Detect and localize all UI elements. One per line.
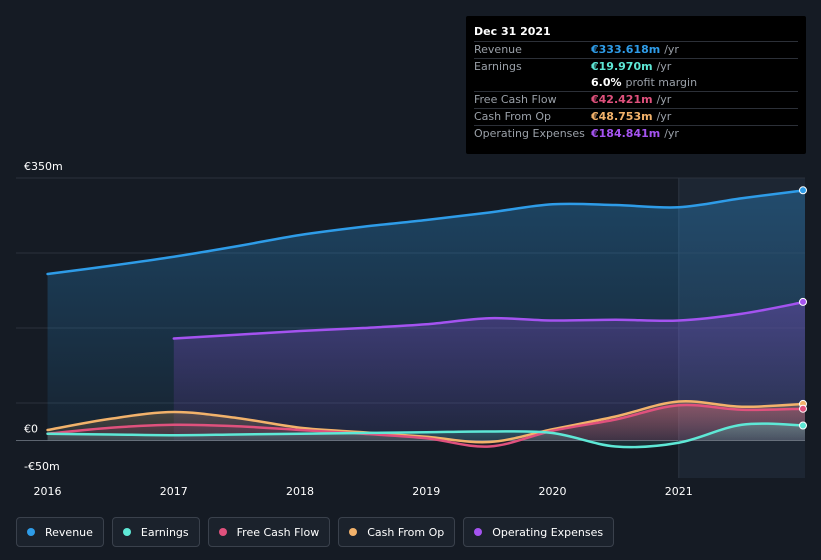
legend-label: Cash From Op <box>367 525 445 539</box>
area-operating-expenses <box>173 301 806 441</box>
y-tick-label-bottom: -€50m <box>24 460 60 473</box>
x-tick-label: 2017 <box>160 485 188 498</box>
legend-item-revenue[interactable]: Revenue <box>16 517 104 547</box>
legend-item-operating-expenses[interactable]: Operating Expenses <box>463 517 615 547</box>
tooltip-row-revenue: Revenue €333.618m /yr <box>474 41 798 58</box>
tooltip-unit: /yr <box>656 60 672 73</box>
legend-item-earnings[interactable]: Earnings <box>111 517 200 547</box>
x-tick-label: 2018 <box>286 485 314 498</box>
line-cash-from-op <box>46 399 807 444</box>
tooltip-row-free-cash-flow: Free Cash Flow €42.421m /yr <box>474 91 798 108</box>
legend-dot <box>218 528 227 536</box>
line-free-cash-flow <box>46 403 807 448</box>
tooltip-unit: /yr <box>664 127 679 140</box>
tooltip-unit: /yr <box>664 43 679 56</box>
tooltip-value: €19.970m <box>591 60 653 73</box>
line-operating-expenses <box>172 300 807 340</box>
x-tick-label: 2021 <box>665 485 693 498</box>
chart: €350m €0 -€50m 2016 2017 2018 2019 2020 … <box>16 160 807 498</box>
x-tick-label: 2019 <box>412 485 440 498</box>
legend-item-free-cash-flow[interactable]: Free Cash Flow <box>207 517 331 547</box>
tooltip-value: €333.618m <box>591 43 661 56</box>
endpoint-operating-expenses <box>799 297 807 306</box>
legend-dot <box>474 528 483 536</box>
tooltip-label: Earnings <box>474 60 522 73</box>
legend-dot <box>349 528 358 536</box>
tooltip-label: Operating Expenses <box>474 127 585 140</box>
series-lines <box>46 189 807 449</box>
legend: Revenue Earnings Free Cash Flow Cash Fro… <box>16 517 615 549</box>
x-tick-label: 2020 <box>539 485 567 498</box>
endpoint-free-cash-flow <box>799 404 807 413</box>
tooltip-value: 6.0% <box>591 76 622 89</box>
tooltip-row-operating-expenses: Operating Expenses €184.841m /yr <box>474 125 798 142</box>
legend-dot <box>27 528 35 536</box>
line-revenue <box>46 189 807 276</box>
tooltip-label <box>474 75 591 91</box>
y-tick-label-top: €350m <box>24 160 63 173</box>
tooltip-row-earnings: Earnings €19.970m /yr <box>474 58 798 75</box>
y-tick-label-zero: €0 <box>24 423 38 436</box>
tooltip-date: Dec 31 2021 <box>474 25 551 38</box>
tooltip-label: Cash From Op <box>474 110 552 123</box>
series-areas <box>47 190 806 448</box>
x-tick-label: 2016 <box>34 485 62 498</box>
tooltip-label: Free Cash Flow <box>474 93 557 106</box>
tooltip-panel: Dec 31 2021 Revenue €333.618m /yr Earnin… <box>466 16 806 154</box>
tooltip-row-profit-margin: 6.0% profit margin <box>474 75 798 91</box>
legend-item-cash-from-op[interactable]: Cash From Op <box>338 517 456 547</box>
tooltip-value: €184.841m <box>591 127 661 140</box>
tooltip-unit: profit margin <box>625 76 698 89</box>
legend-dot <box>122 528 131 536</box>
area-earnings <box>47 423 806 448</box>
tooltip-label: Revenue <box>474 43 522 56</box>
tooltip-value: €48.753m <box>591 110 653 123</box>
series-endpoints <box>799 186 807 430</box>
endpoint-revenue <box>799 186 807 195</box>
tooltip-unit: /yr <box>656 110 672 123</box>
legend-label: Revenue <box>45 525 93 539</box>
line-earnings <box>46 422 807 449</box>
legend-label: Free Cash Flow <box>236 525 320 539</box>
tooltip-row-cash-from-op: Cash From Op €48.753m /yr <box>474 108 798 125</box>
legend-label: Earnings <box>140 525 189 539</box>
tooltip-unit: /yr <box>656 93 672 106</box>
legend-label: Operating Expenses <box>492 525 604 539</box>
tooltip-value: €42.421m <box>591 93 653 106</box>
endpoint-earnings <box>799 421 807 430</box>
